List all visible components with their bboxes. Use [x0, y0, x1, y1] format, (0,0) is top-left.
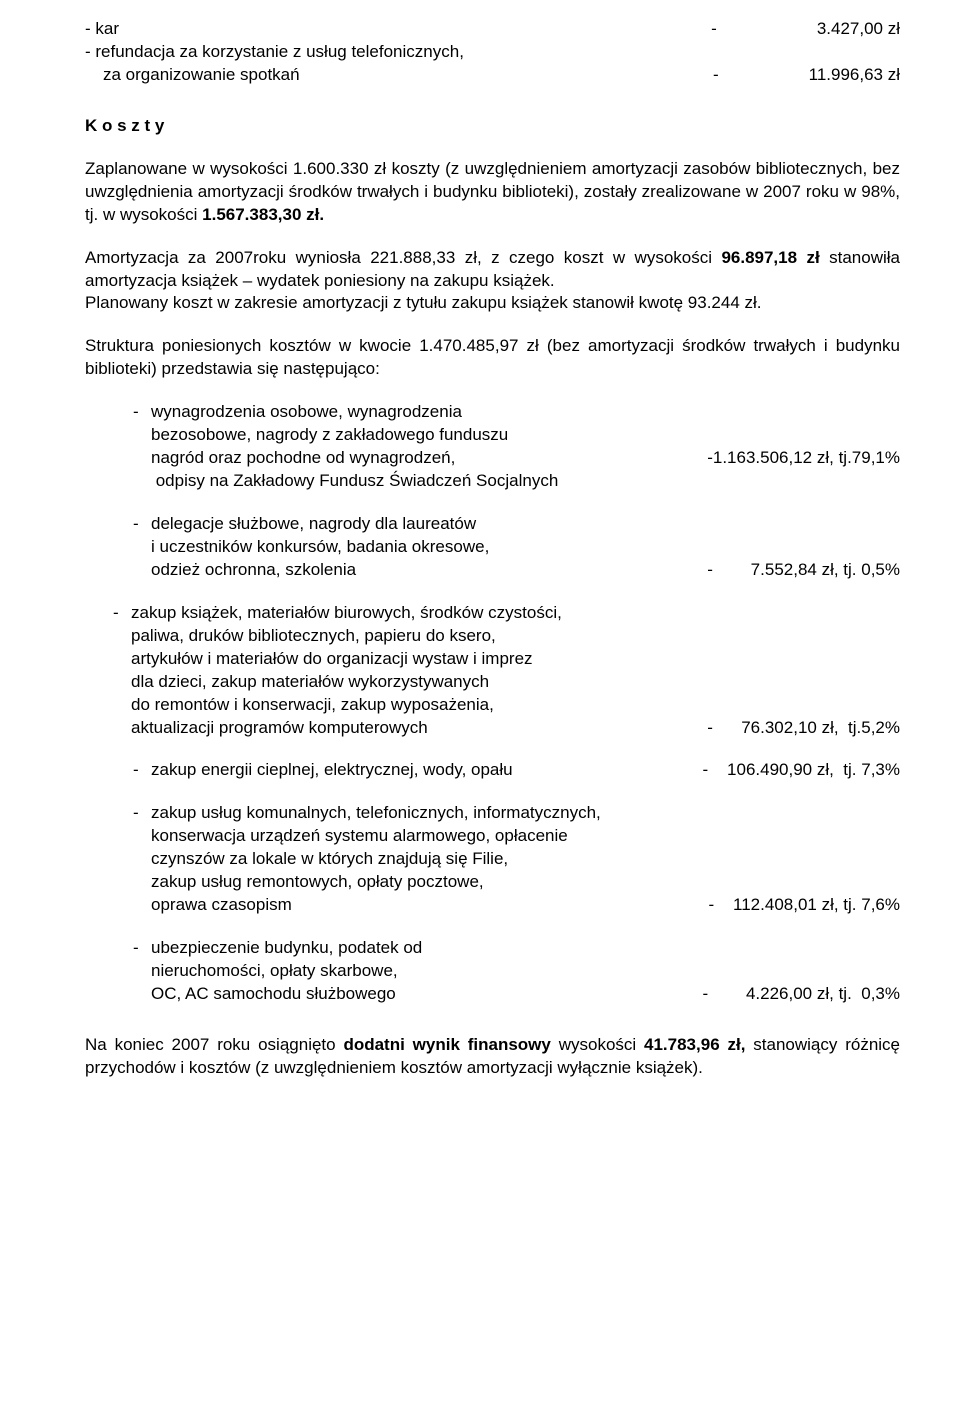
- cost-item-text: nagród oraz pochodne od wynagrodzeń,: [133, 447, 707, 470]
- para-amortyzacja: Amortyzacja za 2007roku wyniosła 221.888…: [85, 247, 900, 293]
- cost-item-text: -ubezpieczenie budynku, podatek od: [85, 937, 900, 960]
- kar-sep: -: [119, 18, 817, 41]
- cost-item-text: czynszów za lokale w których znajdują si…: [85, 848, 900, 871]
- cost-item-text: zakup usług remontowych, opłaty pocztowe…: [85, 871, 900, 894]
- cost-item-row: oprawa czasopism- 112.408,01 zł, tj. 7,6…: [85, 894, 900, 917]
- cost-item-text: -zakup książek, materiałów biurowych, śr…: [85, 602, 900, 625]
- line-kar: - kar - 3.427,00 zł: [85, 18, 900, 41]
- cost-item-value: -1.163.506,12 zł, tj.79,1%: [707, 447, 900, 470]
- para-final: Na koniec 2007 roku osiągnięto dodatni w…: [85, 1034, 900, 1080]
- cost-item-text: paliwa, druków bibliotecznych, papieru d…: [85, 625, 900, 648]
- kar-label: - kar: [85, 18, 119, 41]
- para-struktura: Struktura poniesionych kosztów w kwocie …: [85, 335, 900, 381]
- cost-item-value: - 112.408,01 zł, tj. 7,6%: [708, 894, 900, 917]
- cost-item-text: -wynagrodzenia osobowe, wynagrodzenia: [85, 401, 900, 424]
- final-b: wysokości: [551, 1035, 644, 1054]
- cost-item-text: aktualizacji programów komputerowych: [113, 717, 707, 740]
- cost-item-text: odzież ochronna, szkolenia: [133, 559, 707, 582]
- cost-item-after: odpisy na Zakładowy Fundusz Świadczeń So…: [85, 470, 900, 493]
- cost-item-text: artykułów i materiałów do organizacji wy…: [85, 648, 900, 671]
- amort-a: Amortyzacja za 2007roku wyniosła 221.888…: [85, 248, 721, 267]
- refund-sep: -: [300, 64, 809, 87]
- cost-item: -delegacje służbowe, nagrody dla laureat…: [85, 513, 900, 582]
- final-a: Na koniec 2007 roku osiągnięto: [85, 1035, 343, 1054]
- cost-item-text: konserwacja urządzeń systemu alarmowego,…: [85, 825, 900, 848]
- cost-item-row: aktualizacji programów komputerowych- 76…: [85, 717, 900, 740]
- cost-item-text: -zakup usług komunalnych, telefonicznych…: [85, 802, 900, 825]
- cost-item-text: do remontów i konserwacji, zakup wyposaż…: [85, 694, 900, 717]
- cost-item-row: nagród oraz pochodne od wynagrodzeń,-1.1…: [85, 447, 900, 470]
- para-zaplanowane: Zaplanowane w wysokości 1.600.330 zł kos…: [85, 158, 900, 227]
- amort-bold: 96.897,18 zł: [721, 248, 819, 267]
- cost-item-value: - 4.226,00 zł, tj. 0,3%: [703, 983, 900, 1006]
- refund-value: 11.996,63 zł: [809, 64, 900, 87]
- cost-item-text: dla dzieci, zakup materiałów wykorzystyw…: [85, 671, 900, 694]
- cost-item-value: - 7.552,84 zł, tj. 0,5%: [707, 559, 900, 582]
- cost-item: -zakup książek, materiałów biurowych, śr…: [85, 602, 900, 740]
- cost-item: -zakup energii cieplnej, elektrycznej, w…: [85, 759, 900, 782]
- cost-item-text: -zakup energii cieplnej, elektrycznej, w…: [133, 759, 702, 782]
- para-planowany: Planowany koszt w zakresie amortyzacji z…: [85, 292, 900, 315]
- cost-item-row: OC, AC samochodu służbowego- 4.226,00 zł…: [85, 983, 900, 1006]
- cost-item: -ubezpieczenie budynku, podatek odnieruc…: [85, 937, 900, 1006]
- refund-label: za organizowanie spotkań: [85, 64, 300, 87]
- final-bold2: 41.783,96 zł,: [644, 1035, 745, 1054]
- final-bold1: dodatni wynik finansowy: [343, 1035, 550, 1054]
- line-refundacja-2: za organizowanie spotkań - 11.996,63 zł: [85, 64, 900, 87]
- cost-item: -zakup usług komunalnych, telefonicznych…: [85, 802, 900, 917]
- cost-item-text: nieruchomości, opłaty skarbowe,: [85, 960, 900, 983]
- cost-item-value: - 106.490,90 zł, tj. 7,3%: [702, 759, 900, 782]
- cost-item-text: -delegacje służbowe, nagrody dla laureat…: [85, 513, 900, 536]
- heading-koszty: K o s z t y: [85, 115, 900, 138]
- cost-items-list: -wynagrodzenia osobowe, wynagrodzeniabez…: [85, 401, 900, 1006]
- cost-item-text: i uczestników konkursów, badania okresow…: [85, 536, 900, 559]
- kar-value: 3.427,00 zł: [817, 18, 900, 41]
- para-zaplanowane-amount: 1.567.383,30 zł.: [202, 205, 324, 224]
- cost-item-value: - 76.302,10 zł, tj.5,2%: [707, 717, 900, 740]
- cost-item-row: odzież ochronna, szkolenia- 7.552,84 zł,…: [85, 559, 900, 582]
- cost-item-text: bezosobowe, nagrody z zakładowego fundus…: [85, 424, 900, 447]
- cost-item-row: -zakup energii cieplnej, elektrycznej, w…: [85, 759, 900, 782]
- cost-item-text: oprawa czasopism: [133, 894, 708, 917]
- line-refundacja-1: - refundacja za korzystanie z usług tele…: [85, 41, 900, 64]
- cost-item-text: OC, AC samochodu służbowego: [133, 983, 703, 1006]
- cost-item: -wynagrodzenia osobowe, wynagrodzeniabez…: [85, 401, 900, 493]
